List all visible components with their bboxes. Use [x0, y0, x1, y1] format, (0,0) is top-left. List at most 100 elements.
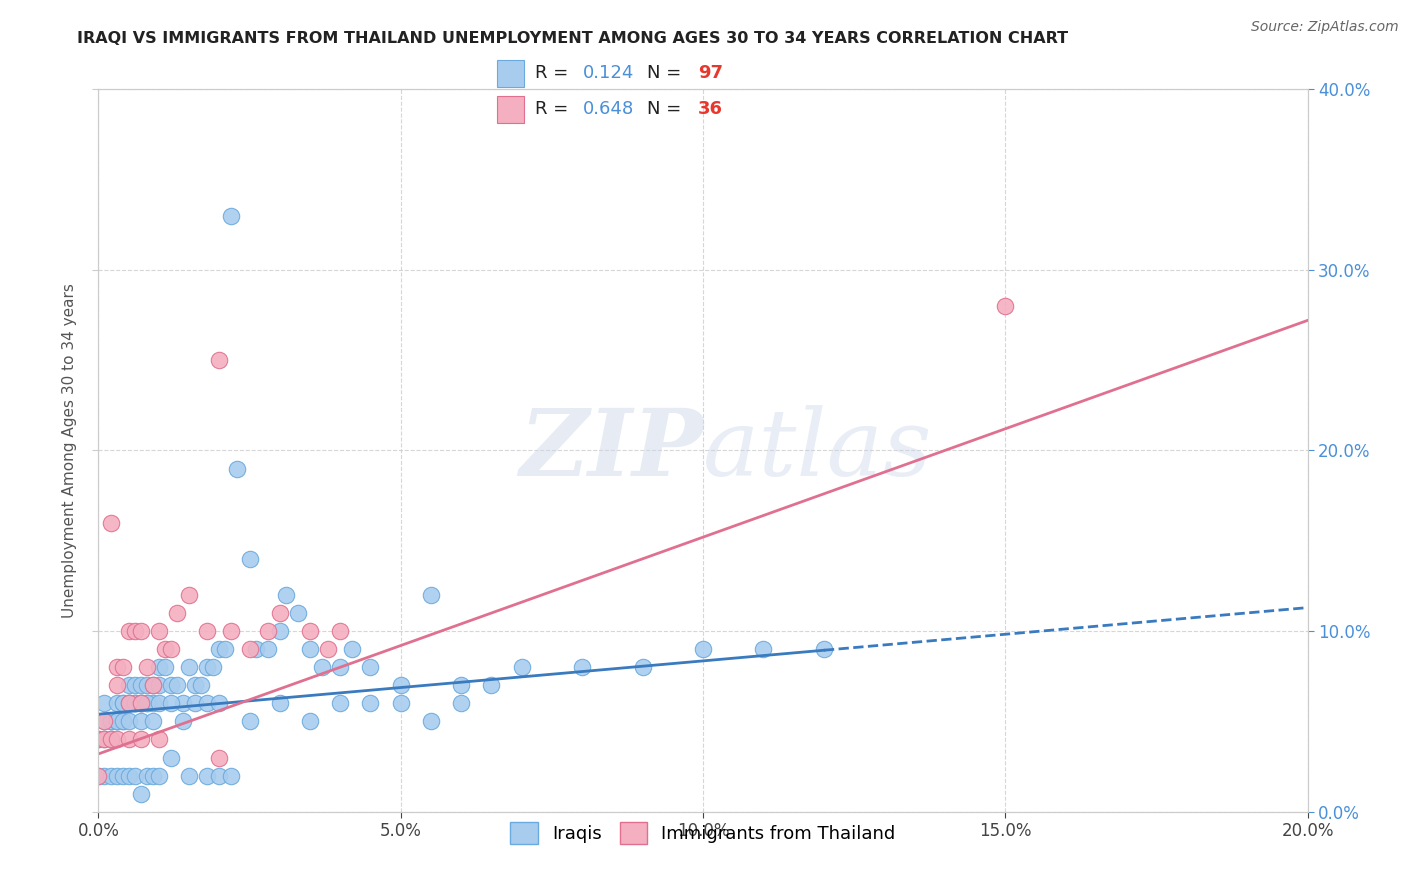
Point: [148, 697, 170, 711]
Point: [135, 697, 157, 711]
Point: [208, 697, 231, 711]
Point: [813, 642, 835, 657]
Text: ZIP: ZIP: [519, 406, 703, 495]
Point: [105, 769, 128, 783]
Point: [172, 697, 194, 711]
Point: [100, 732, 122, 747]
Point: [226, 461, 249, 475]
Point: [631, 660, 654, 674]
Point: [87, 769, 110, 783]
Point: [450, 697, 472, 711]
Point: [195, 624, 218, 639]
Point: [129, 678, 152, 692]
Point: [111, 697, 134, 711]
Point: [111, 660, 134, 674]
Point: [129, 697, 152, 711]
Point: [142, 678, 165, 692]
Point: [190, 678, 212, 692]
Point: [420, 714, 443, 729]
Point: [93, 769, 115, 783]
Text: Source: ZipAtlas.com: Source: ZipAtlas.com: [1251, 20, 1399, 34]
Point: [420, 588, 443, 602]
Point: [118, 769, 141, 783]
Legend: Iraqis, Immigrants from Thailand: Iraqis, Immigrants from Thailand: [502, 814, 904, 854]
Point: [118, 714, 141, 729]
Text: 97: 97: [697, 64, 723, 82]
Point: [256, 624, 278, 639]
Point: [100, 516, 122, 530]
Point: [148, 769, 170, 783]
Point: [208, 642, 231, 657]
Point: [118, 732, 141, 747]
Text: N =: N =: [647, 100, 688, 118]
Point: [135, 697, 157, 711]
Point: [269, 624, 291, 639]
Point: [166, 678, 188, 692]
Point: [129, 732, 152, 747]
Point: [93, 714, 115, 729]
Point: [118, 624, 141, 639]
Point: [360, 697, 382, 711]
Point: [450, 678, 472, 692]
Point: [142, 769, 165, 783]
Point: [118, 697, 141, 711]
Point: [135, 678, 157, 692]
Text: 36: 36: [697, 100, 723, 118]
Point: [105, 697, 128, 711]
Point: [129, 714, 152, 729]
Point: [129, 697, 152, 711]
Point: [105, 678, 128, 692]
Point: [142, 714, 165, 729]
Point: [124, 678, 146, 692]
Point: [160, 750, 183, 764]
Point: [111, 714, 134, 729]
Point: [195, 697, 218, 711]
Point: [124, 769, 146, 783]
Point: [160, 697, 183, 711]
Point: [148, 660, 170, 674]
Point: [100, 714, 122, 729]
Y-axis label: Unemployment Among Ages 30 to 34 years: Unemployment Among Ages 30 to 34 years: [62, 283, 77, 618]
Point: [329, 660, 352, 674]
Point: [208, 750, 231, 764]
Text: 0.124: 0.124: [583, 64, 634, 82]
Point: [135, 769, 157, 783]
Point: [87, 732, 110, 747]
Point: [299, 714, 322, 729]
Point: [571, 660, 593, 674]
Point: [129, 624, 152, 639]
Point: [100, 732, 122, 747]
Point: [221, 209, 243, 223]
Point: [148, 732, 170, 747]
Point: [239, 714, 262, 729]
Point: [389, 678, 412, 692]
Point: [239, 642, 262, 657]
Point: [118, 678, 141, 692]
Point: [124, 624, 146, 639]
Point: [214, 642, 236, 657]
Point: [93, 732, 115, 747]
Point: [208, 353, 231, 368]
Point: [195, 769, 218, 783]
Point: [111, 714, 134, 729]
Text: N =: N =: [647, 64, 688, 82]
Point: [179, 588, 201, 602]
Point: [360, 660, 382, 674]
Point: [239, 551, 262, 566]
Point: [195, 660, 218, 674]
Point: [179, 660, 201, 674]
Point: [179, 769, 201, 783]
Point: [256, 642, 278, 657]
Point: [329, 624, 352, 639]
Point: [510, 660, 533, 674]
Point: [329, 697, 352, 711]
Point: [184, 697, 207, 711]
Point: [135, 660, 157, 674]
Point: [269, 606, 291, 620]
Point: [172, 714, 194, 729]
Point: [129, 787, 152, 801]
Point: [93, 697, 115, 711]
Point: [184, 678, 207, 692]
FancyBboxPatch shape: [498, 60, 524, 87]
Point: [316, 642, 339, 657]
